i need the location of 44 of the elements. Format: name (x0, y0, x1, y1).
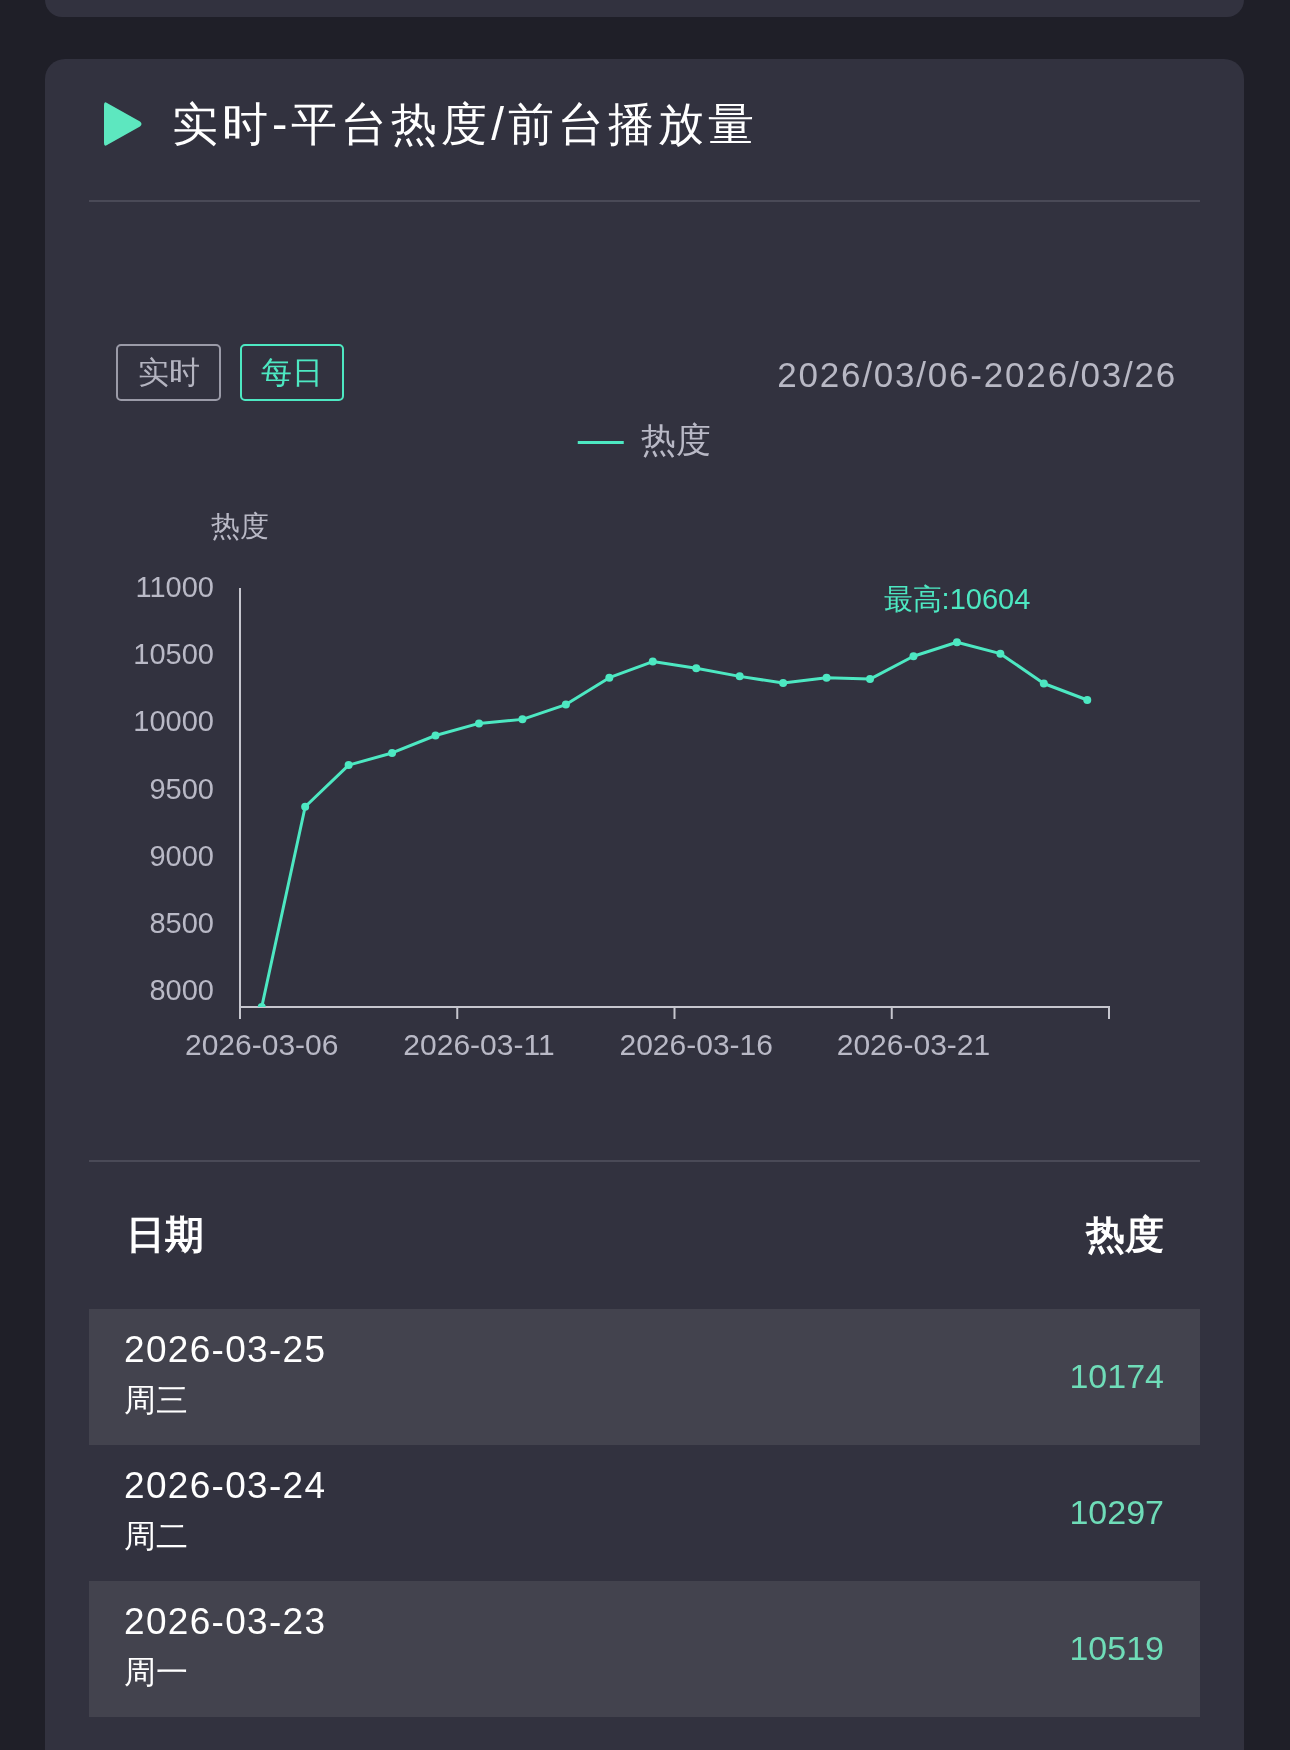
y-tick-label: 8000 (149, 974, 214, 1007)
point (779, 679, 788, 688)
text: 2026-03-24 (124, 1464, 327, 1508)
x-tick-label: 2026-03-06 (184, 1028, 339, 1062)
point (952, 638, 961, 647)
y-tick-label: 11000 (135, 571, 214, 603)
point (996, 649, 1005, 658)
point (1039, 679, 1048, 688)
x-tick-label: 2026-03-21 (836, 1028, 991, 1062)
y-axis-title: 热度 (211, 508, 269, 543)
table-row: 2026-03-25 周三 10174 (89, 1309, 1200, 1445)
point (735, 672, 744, 681)
button[interactable]: 每日 (240, 344, 344, 401)
point (561, 700, 570, 709)
point (866, 675, 875, 684)
annotation: 最高:10604 (883, 583, 1031, 616)
point (822, 673, 831, 682)
point (431, 731, 440, 740)
point (605, 673, 614, 682)
point (474, 719, 483, 728)
table-row: 2026-03-23 周一 10519 (89, 1581, 1200, 1717)
text: 热度 (1086, 1212, 1164, 1258)
y-tick-label: 10500 (133, 638, 214, 671)
point (909, 652, 918, 661)
point (518, 715, 527, 724)
point (301, 802, 310, 811)
text: 10297 (1069, 1492, 1164, 1533)
text: 日期 (126, 1212, 204, 1258)
point (1083, 696, 1092, 705)
y-tick-label: 10000 (133, 705, 214, 738)
x-tick-label: 2026-03-16 (619, 1028, 773, 1062)
x-tick-label: 2026-03-11 (403, 1028, 555, 1062)
point (344, 761, 353, 770)
point (692, 664, 701, 673)
point (648, 657, 657, 666)
text: 周二 (124, 1517, 188, 1555)
legend-label: 热度 (641, 419, 712, 460)
y-tick-label: 8500 (149, 907, 214, 940)
y-tick-label: 9000 (149, 839, 214, 872)
chart-subtitle: 2026/03/06-2026/03/26 (777, 354, 1177, 396)
point (388, 748, 397, 757)
y-tick-label: 9500 (149, 772, 214, 805)
chart-title: 实时-平台热度/前台播放量 (172, 97, 759, 152)
button[interactable]: 实时 (116, 344, 221, 401)
